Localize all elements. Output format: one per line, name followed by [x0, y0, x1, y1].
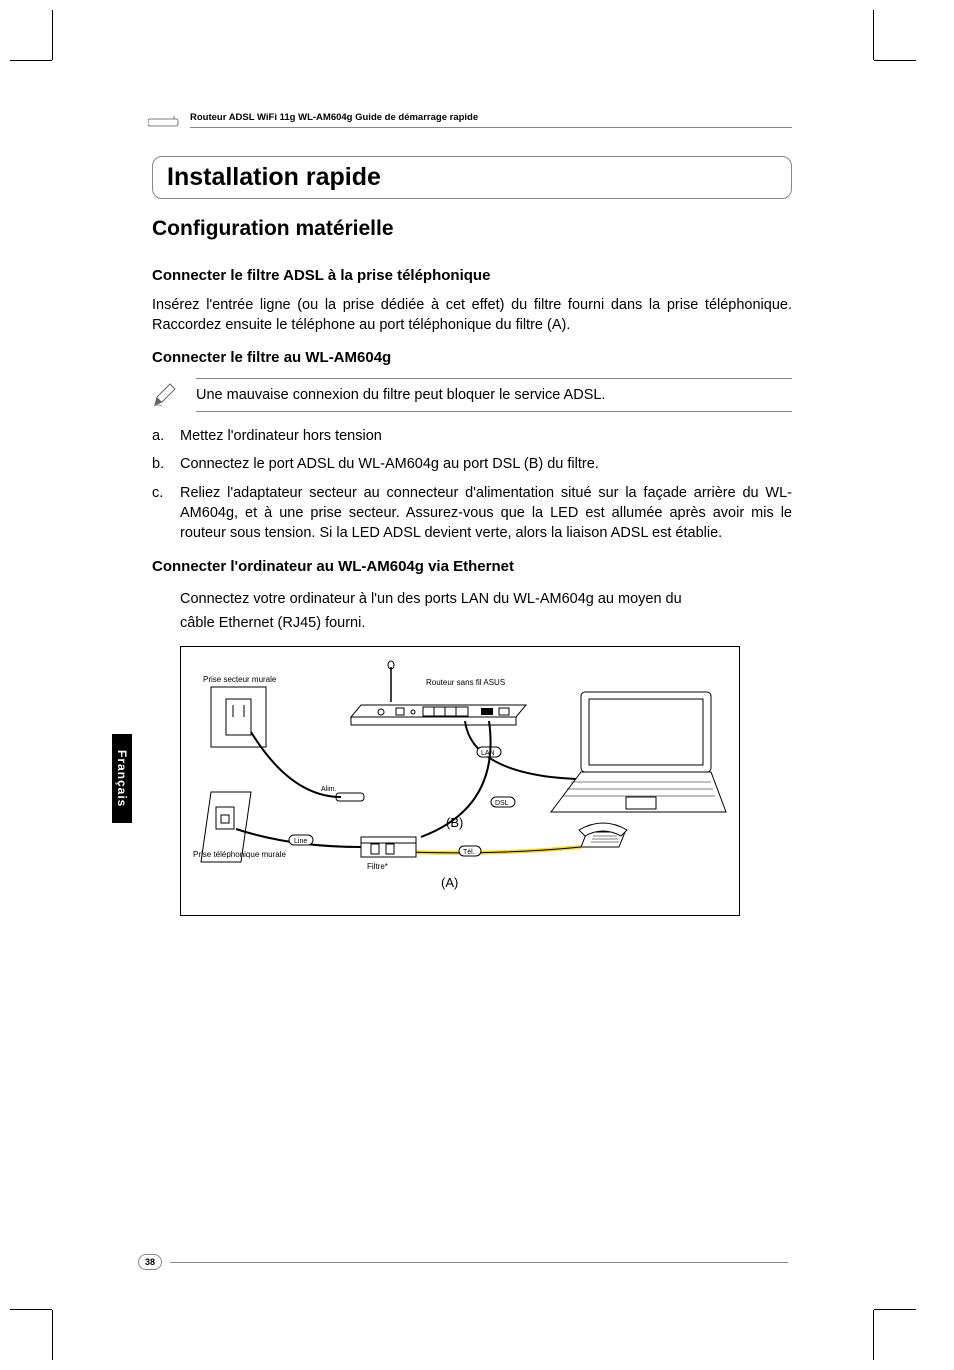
sub3-para2: câble Ethernet (RJ45) fourni. [180, 611, 792, 636]
note-row: Une mauvaise connexion du filtre peut bl… [152, 378, 792, 412]
page-body: Routeur ADSL WiFi 11g WL-AM604g Guide de… [152, 112, 792, 916]
subsection-3-heading: Connecter l'ordinateur au WL-AM604g via … [152, 558, 792, 575]
step-marker: b. [152, 454, 180, 474]
label-wall-phone: Prise téléphonique murale [193, 850, 286, 859]
page-footer: 38 [138, 1254, 788, 1270]
label-lan: LAN [481, 750, 495, 757]
steps-list: a. Mettez l'ordinateur hors tension b. C… [152, 426, 792, 543]
crop-mark [874, 1309, 916, 1310]
label-line: Line [294, 838, 307, 845]
page-number: 38 [138, 1254, 162, 1270]
crop-mark [873, 10, 874, 60]
section-heading: Configuration matérielle [152, 217, 792, 241]
label-dsl: DSL [495, 800, 509, 807]
crop-mark [52, 1310, 53, 1360]
header-product-line: Routeur ADSL WiFi 11g WL-AM604g Guide de… [190, 112, 792, 128]
step-text: Connectez le port ADSL du WL-AM604g au p… [180, 454, 792, 474]
label-power: Alim. [321, 786, 337, 793]
sub3-para1: Connectez votre ordinateur à l'un des po… [180, 587, 792, 612]
label-A: (A) [441, 875, 458, 890]
connection-diagram: Prise secteur murale Alim. Routeur sans … [180, 646, 740, 916]
step-a: a. Mettez l'ordinateur hors tension [152, 426, 792, 446]
label-tel: Tél. [463, 849, 475, 856]
label-filter: Filtre* [367, 862, 388, 871]
crop-mark [52, 10, 53, 60]
step-text: Mettez l'ordinateur hors tension [180, 426, 792, 446]
step-b: b. Connectez le port ADSL du WL-AM604g a… [152, 454, 792, 474]
crop-mark [873, 1310, 874, 1360]
label-B: (B) [446, 815, 463, 830]
language-tab: Français [112, 734, 132, 823]
label-wall-power: Prise secteur murale [203, 675, 277, 684]
crop-mark [10, 1309, 52, 1310]
subsection-1-para: Insérez l'entrée ligne (ou la prise dédi… [152, 296, 792, 335]
pen-icon [152, 382, 178, 408]
step-marker: c. [152, 483, 180, 544]
step-marker: a. [152, 426, 180, 446]
crop-mark [874, 60, 916, 61]
router-icon [148, 116, 180, 128]
subsection-1-heading: Connecter le filtre ADSL à la prise télé… [152, 267, 792, 284]
page-title: Installation rapide [167, 163, 777, 192]
subsection-3-body: Connectez votre ordinateur à l'un des po… [180, 587, 792, 636]
crop-mark [10, 60, 52, 61]
step-text: Reliez l'adaptateur secteur au connecteu… [180, 483, 792, 544]
footer-rule [170, 1262, 788, 1263]
label-router: Routeur sans fil ASUS [426, 678, 505, 687]
title-box: Installation rapide [152, 156, 792, 199]
step-c: c. Reliez l'adaptateur secteur au connec… [152, 483, 792, 544]
subsection-2-heading: Connecter le filtre au WL-AM604g [152, 349, 792, 366]
note-text: Une mauvaise connexion du filtre peut bl… [196, 378, 792, 412]
